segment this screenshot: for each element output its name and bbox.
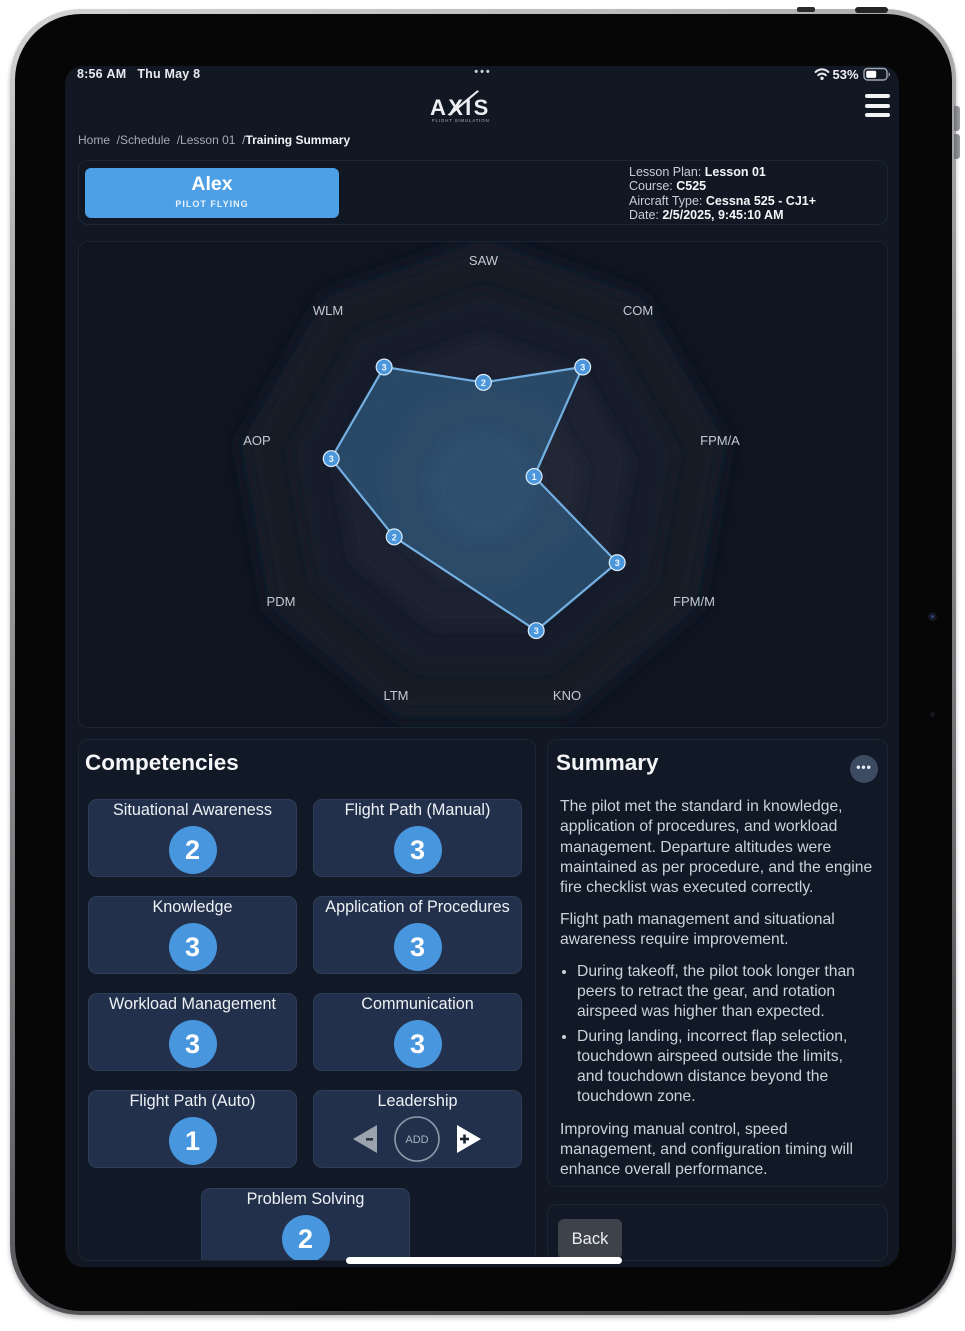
svg-text:3: 3 (329, 454, 334, 464)
svg-text:WLM: WLM (313, 303, 343, 318)
svg-text:FPM/M: FPM/M (673, 594, 715, 609)
svg-text:AXIS: AXIS (430, 95, 491, 120)
svg-text:PDM: PDM (267, 594, 296, 609)
svg-text:COM: COM (623, 303, 653, 318)
svg-text:LTM: LTM (383, 688, 408, 703)
svg-text:ADD: ADD (405, 1134, 428, 1146)
svg-text:1: 1 (532, 472, 537, 482)
svg-text:2: 2 (481, 378, 486, 388)
svg-text:3: 3 (534, 626, 539, 636)
svg-text:FLIGHT SIMULATION: FLIGHT SIMULATION (432, 118, 490, 123)
svg-text:2: 2 (392, 532, 397, 542)
svg-text:KNO: KNO (553, 688, 581, 703)
svg-text:AOP: AOP (243, 433, 270, 448)
svg-text:SAW: SAW (469, 253, 499, 268)
svg-text:3: 3 (382, 362, 387, 372)
svg-text:3: 3 (615, 558, 620, 568)
svg-text:3: 3 (580, 362, 585, 372)
svg-text:53%: 53% (833, 67, 859, 82)
svg-text:FPM/A: FPM/A (700, 433, 740, 448)
